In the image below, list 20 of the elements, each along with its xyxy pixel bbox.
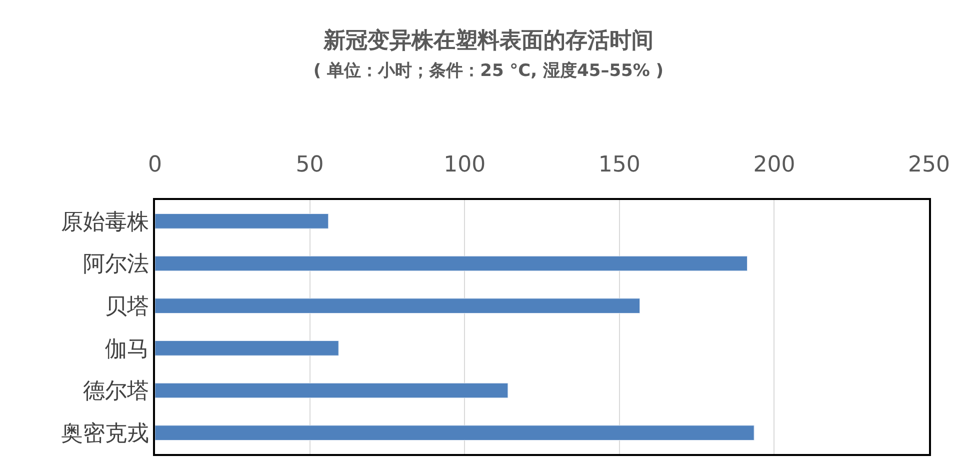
bar: [155, 340, 339, 356]
chart-title: 新冠变异株在塑料表面的存活时间: [322, 27, 654, 54]
x-tick-label: 100: [444, 152, 486, 178]
bar: [155, 298, 640, 314]
y-tick-label: 阿尔法: [82, 252, 149, 278]
y-tick-label: 德尔塔: [82, 379, 149, 404]
bar: [155, 214, 329, 229]
bar: [155, 256, 748, 272]
bar: [155, 425, 754, 440]
bar: [155, 382, 508, 398]
y-tick-label: 奥密克戎: [60, 422, 149, 447]
x-tick-label: 50: [296, 152, 324, 178]
x-tick-label: 150: [598, 152, 640, 178]
x-tick-label: 0: [148, 152, 162, 178]
y-tick-label: 贝塔: [104, 294, 149, 320]
y-tick-label: 原始毒株: [60, 210, 149, 235]
x-tick-label: 200: [753, 152, 796, 178]
chart-subtitle: ( 单位：小时；条件：25 °C, 湿度45–55% ): [313, 61, 664, 81]
y-tick-label: 伽马: [104, 336, 149, 362]
x-tick-label: 250: [908, 152, 950, 178]
